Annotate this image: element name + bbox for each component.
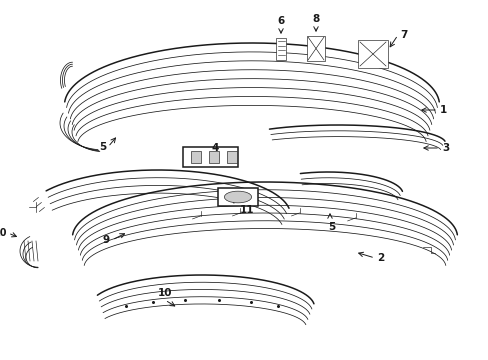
FancyBboxPatch shape	[218, 188, 258, 206]
Bar	[209, 151, 219, 163]
Text: 1: 1	[439, 105, 447, 115]
Text: 9: 9	[102, 235, 110, 245]
Text: 6: 6	[277, 16, 284, 26]
Text: 7: 7	[399, 30, 407, 40]
Text: 3: 3	[441, 143, 448, 153]
Text: 4: 4	[211, 143, 218, 153]
Bar	[306, 36, 325, 61]
Bar	[357, 40, 387, 68]
Bar	[275, 38, 285, 60]
Text: 5: 5	[328, 222, 335, 232]
Ellipse shape	[224, 191, 251, 203]
Text: 11: 11	[240, 205, 254, 215]
Text: 10: 10	[158, 288, 172, 298]
Text: 5: 5	[99, 142, 106, 152]
Text: 8: 8	[312, 14, 319, 24]
FancyBboxPatch shape	[183, 147, 238, 167]
Text: 2: 2	[376, 253, 384, 263]
Bar	[191, 151, 201, 163]
Bar	[226, 151, 236, 163]
Text: 10: 10	[0, 228, 7, 238]
